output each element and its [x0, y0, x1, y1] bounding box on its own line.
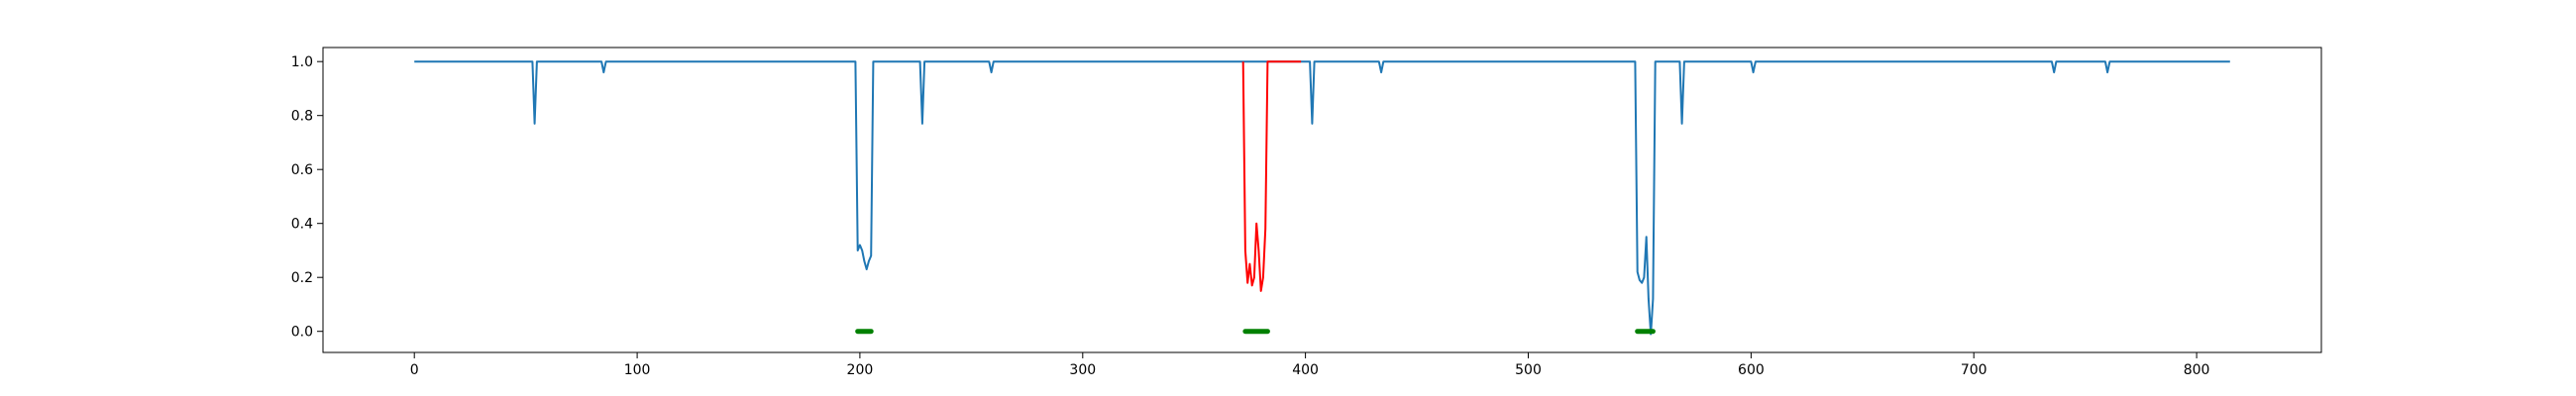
x-tick-label-1: 100 [624, 362, 651, 378]
y-tick-label-2: 0.4 [291, 217, 313, 233]
x-tick-label-2: 200 [847, 362, 874, 378]
y-tick-label-0: 0.0 [291, 325, 313, 341]
y-axis: 0.0 0.2 0.4 0.6 0.8 1.0 [291, 54, 323, 341]
y-tick-label-3: 0.6 [291, 162, 313, 178]
series-line-2 [1241, 60, 1302, 292]
series-layer [414, 60, 2230, 336]
x-tick-label-5: 500 [1515, 362, 1542, 378]
y-tick-label-4: 0.8 [291, 109, 313, 125]
x-axis: 0 100 200 300 400 500 600 700 800 [410, 352, 2210, 378]
x-tick-label-6: 600 [1738, 362, 1765, 378]
y-tick-label-1: 0.2 [291, 270, 313, 286]
x-tick-label-3: 300 [1069, 362, 1096, 378]
x-tick-label-4: 400 [1292, 362, 1319, 378]
x-tick-label-7: 700 [1961, 362, 1987, 378]
x-tick-label-0: 0 [410, 362, 419, 378]
x-tick-label-8: 800 [2184, 362, 2210, 378]
series-line-1 [414, 60, 2230, 336]
y-tick-label-5: 1.0 [291, 54, 313, 70]
plot-frame [322, 47, 2322, 353]
